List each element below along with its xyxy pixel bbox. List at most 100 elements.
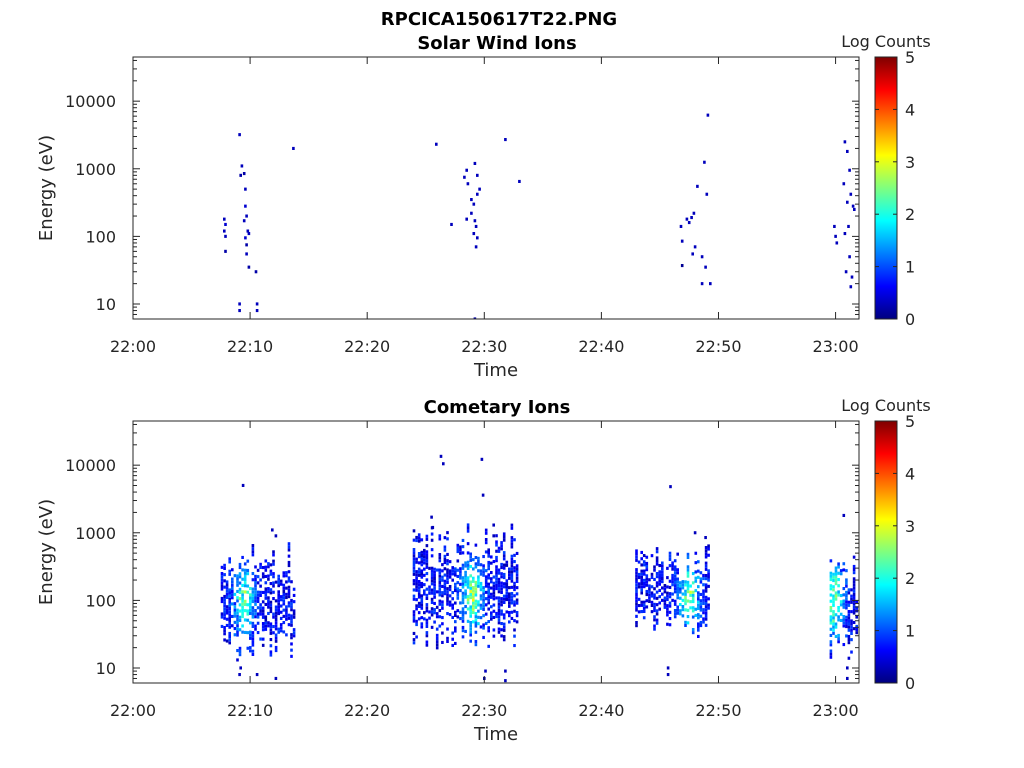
- heatmap-cell: [691, 590, 695, 594]
- heatmap-cell: [645, 565, 649, 569]
- heatmap-cell: [420, 594, 424, 598]
- heatmap-cell: [515, 614, 519, 618]
- colorbar-tick-label: 5: [905, 412, 915, 431]
- heatmap-cell: [515, 576, 519, 580]
- heatmap-cell: [256, 615, 260, 619]
- x-tick-label: 23:00: [813, 701, 859, 720]
- heatmap-cell: [417, 539, 421, 543]
- heatmap-cell: [269, 625, 273, 629]
- heatmap-cell: [269, 638, 273, 642]
- heatmap-cell: [658, 579, 661, 583]
- heatmap-cell: [238, 581, 242, 585]
- heatmap-cell: [684, 608, 687, 612]
- heatmap-cell: [685, 217, 689, 221]
- heatmap-cell: [697, 622, 700, 626]
- heatmap-cell: [274, 639, 278, 643]
- heatmap-cell: [681, 592, 685, 596]
- heatmap-cell: [269, 588, 273, 592]
- heatmap-cell: [487, 629, 490, 633]
- heatmap-cell: [443, 561, 447, 565]
- axes: 22:00 22:10 22:20 22:30 22:40 22:50 23:0010100…: [36, 420, 860, 745]
- heatmap-cell: [412, 582, 416, 586]
- heatmap-cell: [852, 620, 856, 624]
- heatmap-cell: [228, 569, 231, 573]
- heatmap-cell: [274, 621, 278, 625]
- heatmap-cell: [272, 575, 275, 579]
- heatmap-cell: [448, 569, 452, 573]
- heatmap-cell: [487, 644, 490, 648]
- heatmap-cell: [474, 643, 478, 647]
- heatmap-cell: [231, 568, 234, 572]
- heatmap-cell: [829, 571, 833, 575]
- heatmap-cell: [508, 595, 511, 599]
- heatmap-cell: [238, 566, 242, 570]
- heatmap-cell: [640, 557, 643, 561]
- heatmap-cell: [845, 584, 848, 588]
- heatmap-cell: [702, 601, 705, 605]
- heatmap-cell: [282, 614, 286, 618]
- y-axis-label: Energy (eV): [36, 135, 57, 241]
- heatmap-cell: [249, 630, 252, 634]
- heatmap-cell: [443, 573, 447, 577]
- heatmap-cell: [272, 625, 275, 629]
- heatmap-cell: [241, 599, 244, 603]
- heatmap-cell: [435, 612, 439, 616]
- heatmap-cell: [850, 588, 853, 592]
- heatmap-cell: [287, 613, 291, 617]
- heatmap-cell: [435, 646, 439, 650]
- heatmap-cell: [684, 595, 687, 599]
- heatmap-cell: [274, 676, 278, 680]
- heatmap-cell: [225, 592, 229, 596]
- heatmap-cell: [279, 610, 283, 614]
- heatmap-cell: [676, 580, 679, 584]
- heatmap-cell: [243, 562, 247, 566]
- heatmap-cell: [290, 648, 293, 652]
- heatmap-cell: [702, 589, 705, 593]
- heatmap-cell: [256, 568, 260, 572]
- heatmap-cell: [448, 603, 452, 607]
- heatmap-cell: [474, 587, 478, 591]
- heatmap-cell: [223, 563, 226, 567]
- heatmap-cell: [477, 581, 480, 585]
- heatmap-cell: [463, 175, 466, 179]
- heatmap-cell: [691, 615, 695, 619]
- heatmap-cell: [655, 572, 659, 576]
- heatmap-cell: [681, 598, 685, 602]
- heatmap-cell: [249, 649, 252, 653]
- heatmap-cell: [231, 586, 234, 590]
- heatmap-cell: [417, 586, 421, 590]
- heatmap-cell: [490, 561, 493, 565]
- heatmap-cell: [852, 608, 856, 612]
- heatmap-cell: [668, 617, 672, 621]
- heatmap-cell: [461, 616, 465, 620]
- heatmap-cell: [466, 560, 470, 564]
- heatmap-cell: [466, 576, 470, 580]
- heatmap-cell: [417, 533, 421, 537]
- heatmap-cell: [487, 564, 490, 568]
- heatmap-cell: [847, 622, 851, 626]
- heatmap-cell: [839, 569, 843, 573]
- heatmap-cell: [420, 553, 424, 557]
- heatmap-cell: [236, 621, 239, 625]
- heatmap-cell: [843, 232, 847, 236]
- heatmap-cell: [472, 232, 476, 236]
- heatmap-cell: [238, 562, 242, 566]
- heatmap-cell: [477, 578, 480, 582]
- heatmap-cell: [423, 573, 426, 577]
- heatmap-cell: [842, 624, 846, 628]
- figure-title: RPCICA150617T22.PNG: [381, 9, 617, 30]
- heatmap-cell: [420, 585, 424, 589]
- heatmap-cell: [679, 584, 682, 588]
- heatmap-cell: [454, 573, 457, 577]
- heatmap-cell: [287, 564, 291, 568]
- heatmap-cell: [658, 576, 661, 580]
- heatmap-cell: [465, 168, 468, 172]
- heatmap-cell: [845, 634, 848, 638]
- heatmap-cell: [251, 637, 255, 641]
- x-tick-label: 22:00: [110, 701, 156, 720]
- heatmap-cell: [466, 582, 470, 586]
- heatmap-cell: [474, 580, 478, 584]
- heatmap-cell: [490, 614, 493, 618]
